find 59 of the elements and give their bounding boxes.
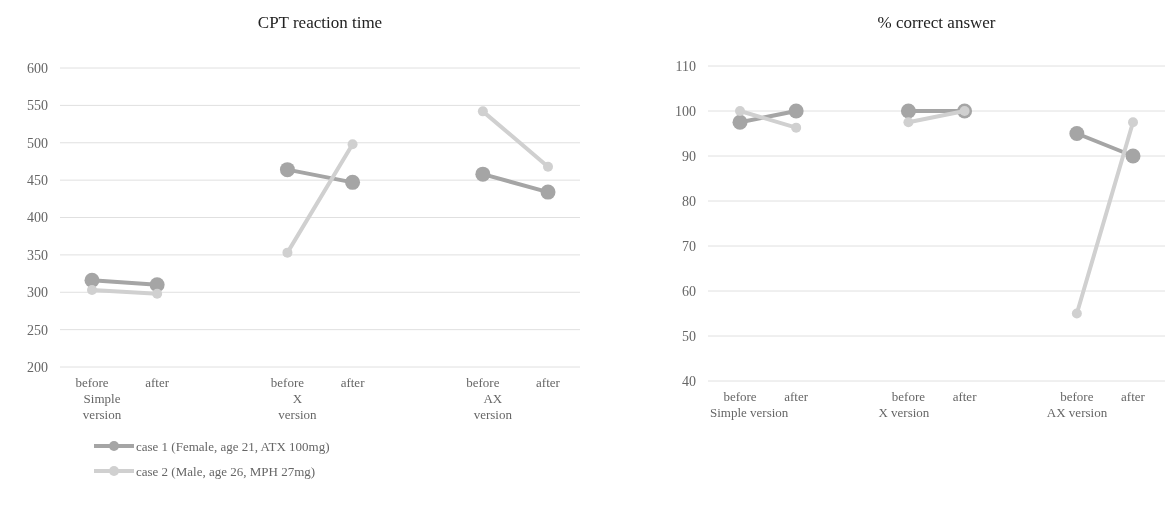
y-tick-label: 550 bbox=[27, 98, 48, 114]
point bbox=[1128, 117, 1138, 128]
text: Simple version bbox=[82, 391, 122, 422]
x-tick-label: before bbox=[723, 389, 757, 404]
x-tick-label: before bbox=[1060, 389, 1094, 404]
x-tick-label: before bbox=[891, 389, 926, 404]
point bbox=[543, 161, 553, 172]
point bbox=[900, 103, 916, 119]
y-tick-label: 350 bbox=[27, 247, 48, 263]
text: AX version bbox=[473, 391, 513, 422]
y-tick-label: 110 bbox=[675, 58, 696, 74]
x-tick-label: after bbox=[1121, 389, 1146, 404]
x-tick-label: after bbox=[784, 389, 809, 404]
point bbox=[475, 166, 491, 182]
point bbox=[282, 247, 293, 258]
y-tick-label: 600 bbox=[27, 60, 48, 76]
x-tick-label: after bbox=[952, 389, 978, 404]
y-tick-label: 450 bbox=[27, 173, 48, 189]
x-tick-label: after bbox=[536, 375, 561, 390]
point bbox=[735, 106, 745, 116]
point bbox=[279, 162, 295, 178]
y-tick-label: 200 bbox=[27, 359, 48, 375]
legend-label: case 1 (Female, age 21, ATX 100mg) bbox=[136, 438, 330, 454]
y-tick-label: 60 bbox=[682, 283, 696, 299]
y-tick-label: 300 bbox=[27, 285, 48, 301]
chart-title: CPT reaction time bbox=[257, 13, 383, 32]
x-tick-label: before bbox=[75, 375, 109, 390]
y-tick-label: 250 bbox=[27, 322, 48, 338]
point bbox=[791, 122, 802, 133]
y-tick-label: 400 bbox=[27, 210, 48, 226]
text: Simple version bbox=[710, 405, 789, 420]
chart-title: % correct answer bbox=[877, 13, 996, 32]
x-tick-label: before bbox=[270, 375, 305, 390]
text: AX version bbox=[1046, 405, 1108, 420]
y-tick-label: 50 bbox=[682, 328, 696, 344]
y-tick-label: 80 bbox=[682, 193, 696, 209]
text: X version bbox=[278, 391, 318, 422]
point bbox=[477, 106, 488, 117]
point bbox=[540, 184, 556, 200]
point bbox=[347, 139, 358, 150]
point bbox=[1125, 148, 1141, 164]
point bbox=[1069, 126, 1085, 141]
y-tick-label: 70 bbox=[682, 238, 696, 254]
point bbox=[903, 117, 914, 128]
point bbox=[1071, 308, 1082, 319]
point bbox=[732, 114, 748, 130]
y-tick-label: 90 bbox=[682, 148, 696, 164]
point bbox=[152, 288, 163, 299]
point bbox=[87, 285, 97, 296]
x-tick-label: after bbox=[145, 375, 170, 390]
x-tick-label: before bbox=[466, 375, 500, 390]
text: X version bbox=[878, 405, 930, 420]
point bbox=[788, 103, 804, 119]
y-tick-label: 100 bbox=[675, 103, 696, 119]
legend-label: case 2 (Male, age 26, MPH 27mg) bbox=[136, 463, 316, 479]
point bbox=[345, 174, 361, 190]
y-tick-label: 500 bbox=[27, 135, 48, 151]
y-tick-label: 40 bbox=[682, 373, 696, 389]
x-tick-label: after bbox=[340, 375, 366, 390]
